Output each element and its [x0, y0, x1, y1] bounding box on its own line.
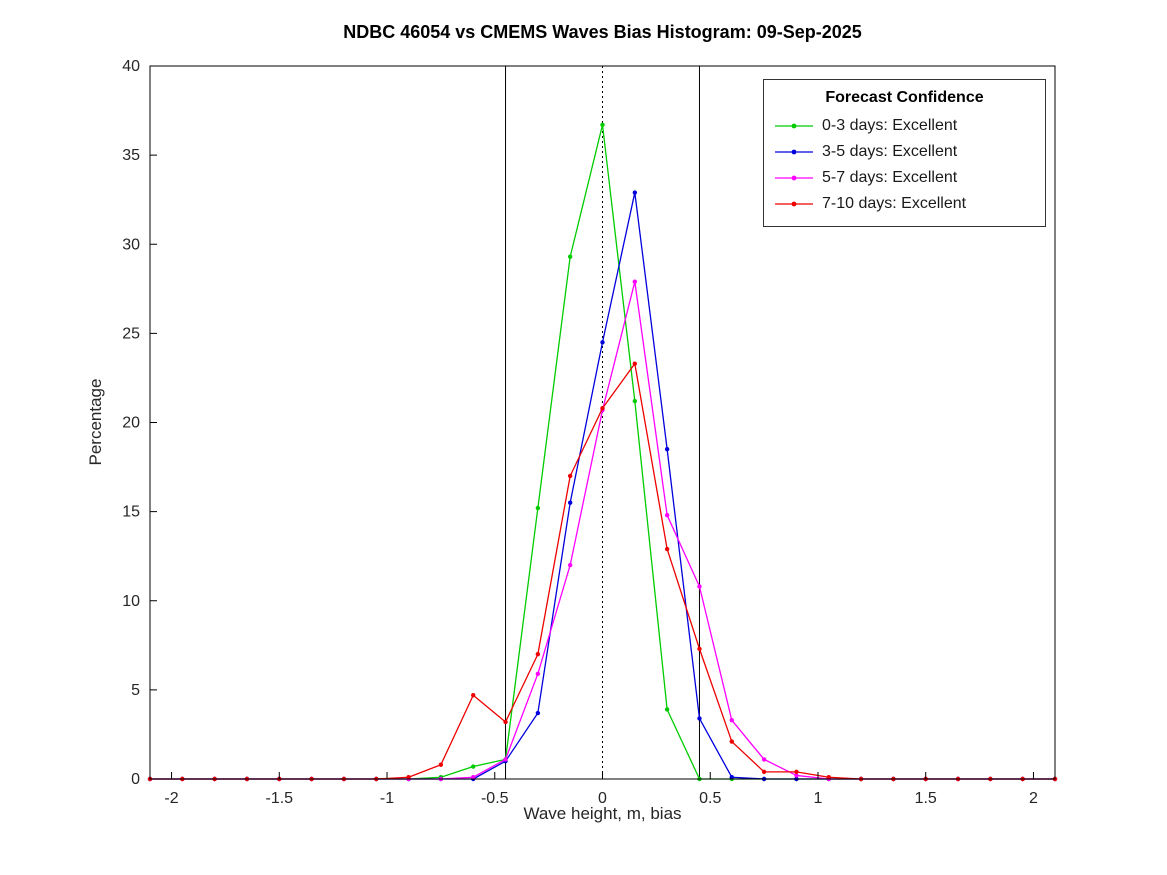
y-tick-label: 40: [122, 58, 140, 75]
legend-entry-1: 3-5 days: Excellent: [774, 139, 1035, 165]
data-point: [664, 546, 670, 552]
data-point: [600, 340, 605, 345]
x-tick-label: 1.5: [915, 790, 937, 807]
data-point: [438, 762, 444, 767]
data-point: [729, 739, 734, 744]
x-axis-label: Wave height, m, bias: [523, 804, 682, 823]
data-point: [471, 764, 476, 769]
data-point: [600, 122, 605, 128]
y-tick-label: 30: [122, 236, 140, 253]
x-tick-label: 0: [598, 790, 607, 807]
legend: Forecast Confidence 0-3 days: Excellent 3…: [763, 79, 1046, 227]
data-point: [697, 646, 702, 652]
data-point: [567, 473, 573, 479]
legend-line-sample: [774, 198, 814, 210]
data-point: [664, 512, 670, 518]
data-point: [600, 406, 605, 411]
y-tick-label: 15: [122, 504, 140, 521]
data-point: [794, 773, 799, 778]
legend-entry-2: 5-7 days: Excellent: [774, 165, 1035, 191]
data-point: [826, 775, 831, 780]
data-point: [729, 717, 734, 723]
data-point: [729, 775, 734, 780]
chart-title: NDBC 46054 vs CMEMS Waves Bias Histogram…: [343, 22, 862, 42]
y-tick-label: 5: [131, 682, 140, 699]
legend-line-sample: [774, 146, 814, 158]
data-point: [567, 500, 573, 505]
data-point: [471, 775, 476, 780]
y-axis-label: Percentage: [86, 378, 105, 466]
legend-list: 0-3 days: Excellent 3-5 days: Excellent 5-…: [774, 113, 1035, 217]
x-tick-label: 1: [814, 790, 823, 807]
legend-entry-3: 7-10 days: Excellent: [774, 191, 1035, 217]
data-point: [761, 757, 767, 762]
legend-label: 7-10 days: Excellent: [822, 195, 967, 212]
data-point: [535, 505, 541, 511]
data-point: [794, 769, 799, 775]
data-point: [664, 447, 670, 452]
data-point: [503, 719, 508, 725]
legend-label: 5-7 days: Excellent: [822, 169, 958, 186]
series-markers-3: [147, 361, 1058, 782]
legend-line-sample: [774, 120, 814, 132]
data-point: [761, 769, 767, 775]
x-tick-label: 2: [1029, 790, 1038, 807]
data-point: [567, 562, 573, 568]
data-point: [632, 279, 638, 284]
legend-label: 3-5 days: Excellent: [822, 143, 958, 160]
data-point: [664, 707, 670, 712]
data-point: [535, 710, 541, 716]
legend-entry-0: 0-3 days: Excellent: [774, 113, 1035, 139]
x-tick-label: -1: [380, 790, 394, 807]
data-point: [471, 693, 476, 698]
data-point: [503, 757, 508, 762]
x-tick-label: -2: [164, 790, 178, 807]
data-point: [406, 775, 411, 780]
data-point: [632, 398, 638, 404]
data-point: [632, 361, 638, 366]
data-point: [697, 584, 702, 589]
data-point: [535, 652, 541, 657]
x-tick-label: 0.5: [699, 790, 721, 807]
data-point: [567, 254, 573, 259]
legend-line-sample: [774, 172, 814, 184]
legend-label: 0-3 days: Excellent: [822, 117, 958, 134]
x-tick-label: -1.5: [265, 790, 293, 807]
legend-title: Forecast Confidence: [825, 89, 984, 106]
y-tick-label: 35: [122, 147, 140, 164]
data-point: [697, 716, 702, 721]
data-point: [535, 671, 541, 677]
y-tick-label: 0: [131, 771, 140, 788]
x-tick-label: -0.5: [481, 790, 509, 807]
y-tick-label: 25: [122, 325, 140, 342]
y-tick-label: 10: [122, 593, 140, 610]
data-point: [632, 190, 638, 195]
y-tick-label: 20: [122, 415, 140, 432]
